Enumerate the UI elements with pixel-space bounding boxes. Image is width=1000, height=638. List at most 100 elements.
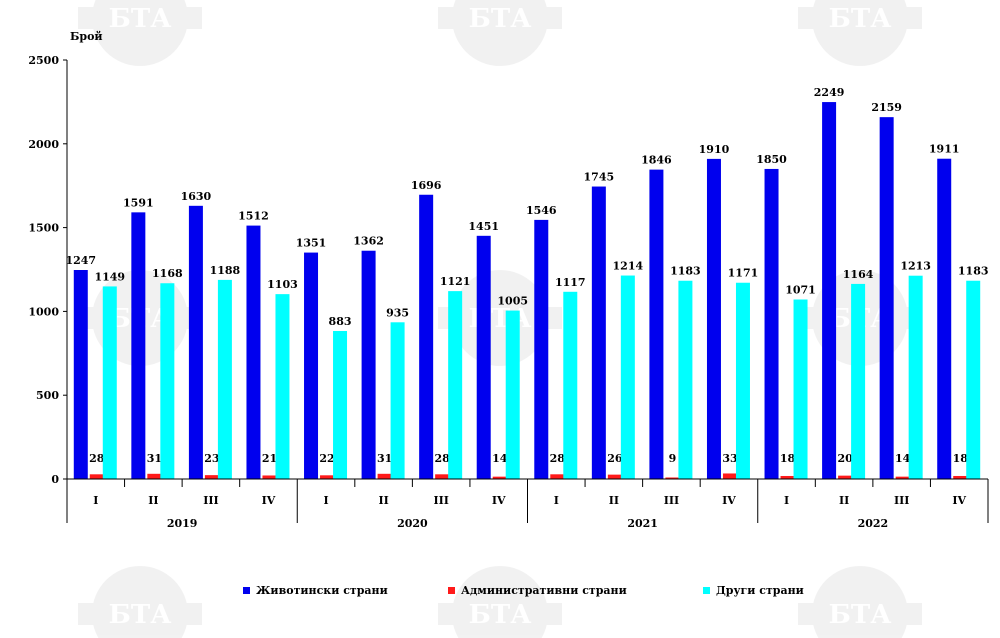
bar-0 [476, 235, 491, 479]
legend: Животински страни Административни страни… [0, 584, 1000, 604]
data-label-2: 1168 [152, 267, 183, 280]
data-label-1: 14 [492, 452, 508, 465]
x-tick-label: IV [262, 494, 276, 507]
bar-0 [879, 117, 894, 479]
bar-1 [262, 475, 277, 479]
data-label-0: 1351 [296, 237, 327, 250]
bar-0 [419, 194, 434, 479]
watermark-text: БТА [109, 600, 172, 630]
watermark-logo: БТА [438, 0, 562, 66]
x-tick-label: I [93, 494, 98, 507]
data-label-2: 1214 [613, 260, 644, 273]
y-tick-label: 1000 [28, 305, 59, 318]
y-tick-label: 0 [51, 473, 59, 486]
bars: 1247 1591 1630 1512 1351 1362 1696 1451 1546 1745… [65, 86, 989, 480]
watermark-logos: БТАБТАБТАБТАБТАБТАБТАБТАБТА [78, 0, 922, 638]
data-label-1: 31 [377, 452, 392, 465]
legend-label-0: Животински страни [256, 584, 388, 597]
data-label-1: 9 [669, 452, 677, 465]
data-label-1: 18 [953, 452, 969, 465]
bar-1 [204, 475, 219, 479]
bar-2 [217, 279, 232, 479]
x-tick-label: II [378, 494, 388, 507]
bar-2 [333, 331, 348, 479]
data-label-1: 28 [550, 452, 566, 465]
watermark-text: БТА [829, 4, 892, 34]
data-label-0: 2249 [814, 86, 845, 99]
bar-2 [620, 275, 635, 479]
data-label-2: 1005 [497, 295, 528, 308]
bar-0 [246, 225, 261, 479]
x-group-label: 2021 [627, 517, 658, 530]
bar-2 [678, 280, 693, 479]
bar-2 [908, 275, 923, 479]
y-axis-label: Брой [70, 30, 103, 43]
bar-2 [160, 283, 175, 479]
bar-0 [706, 158, 721, 479]
data-label-1: 14 [895, 452, 911, 465]
data-label-0: 1846 [641, 154, 672, 167]
bar-0 [649, 169, 664, 479]
data-label-0: 1591 [123, 196, 154, 209]
x-tick-label: IV [492, 494, 506, 507]
bar-1 [492, 476, 507, 479]
data-label-0: 1696 [411, 179, 442, 192]
watermark-logo: БТА [798, 566, 922, 638]
y-tick-label: 500 [36, 389, 59, 402]
data-label-2: 883 [329, 315, 352, 328]
bar-0 [188, 205, 203, 479]
y-axis: 0 500 1000 1500 2000 2500 [28, 54, 68, 486]
bar-2 [102, 286, 117, 479]
bar-1 [895, 476, 910, 479]
bar-0 [764, 168, 779, 479]
data-label-0: 1630 [181, 190, 212, 203]
x-tick-label: I [784, 494, 789, 507]
x-tick-label: III [664, 494, 679, 507]
x-group-label: 2020 [397, 517, 428, 530]
bar-1 [953, 475, 968, 479]
y-tick-label: 2500 [28, 54, 59, 67]
bar-1 [89, 474, 104, 479]
bar-0 [534, 219, 549, 480]
data-label-1: 23 [204, 452, 219, 465]
bar-2 [735, 282, 750, 479]
data-label-1: 26 [607, 452, 623, 465]
data-label-2: 1213 [900, 260, 931, 273]
data-label-2: 1183 [958, 265, 989, 278]
bar-1 [377, 473, 392, 479]
data-label-2: 1117 [555, 276, 586, 289]
data-label-0: 1850 [756, 153, 787, 166]
watermark-text: БТА [109, 4, 172, 34]
bar-2 [563, 291, 578, 479]
legend-item-1: Административни страни [448, 584, 627, 597]
bar-1 [607, 474, 622, 479]
bar-1 [838, 475, 853, 479]
data-label-2: 1164 [843, 268, 874, 281]
data-label-0: 1247 [65, 254, 96, 267]
x-tick-label: I [554, 494, 559, 507]
bar-2 [793, 299, 808, 479]
data-label-2: 1103 [267, 278, 298, 291]
data-label-2: 935 [386, 306, 409, 319]
watermark-logo: БТА [78, 566, 202, 638]
data-label-2: 1121 [440, 275, 471, 288]
bar-0 [73, 270, 88, 479]
bar-2 [851, 283, 866, 479]
bar-2 [966, 280, 981, 479]
watermark-logo: БТА [438, 566, 562, 638]
watermark-logo: БТА [78, 0, 202, 66]
bar-1 [147, 473, 162, 479]
y-tick-label: 2000 [28, 138, 59, 151]
bar-1 [665, 477, 680, 479]
x-tick-label: I [323, 494, 328, 507]
legend-swatch-0 [243, 587, 250, 594]
legend-swatch-1 [448, 587, 455, 594]
x-tick-label: III [433, 494, 448, 507]
bar-0 [131, 212, 146, 480]
bar-1 [320, 475, 335, 479]
watermark-text: БТА [469, 4, 532, 34]
data-label-1: 28 [435, 452, 451, 465]
x-group-label: 2019 [167, 517, 198, 530]
x-group-label: 2022 [858, 517, 889, 530]
